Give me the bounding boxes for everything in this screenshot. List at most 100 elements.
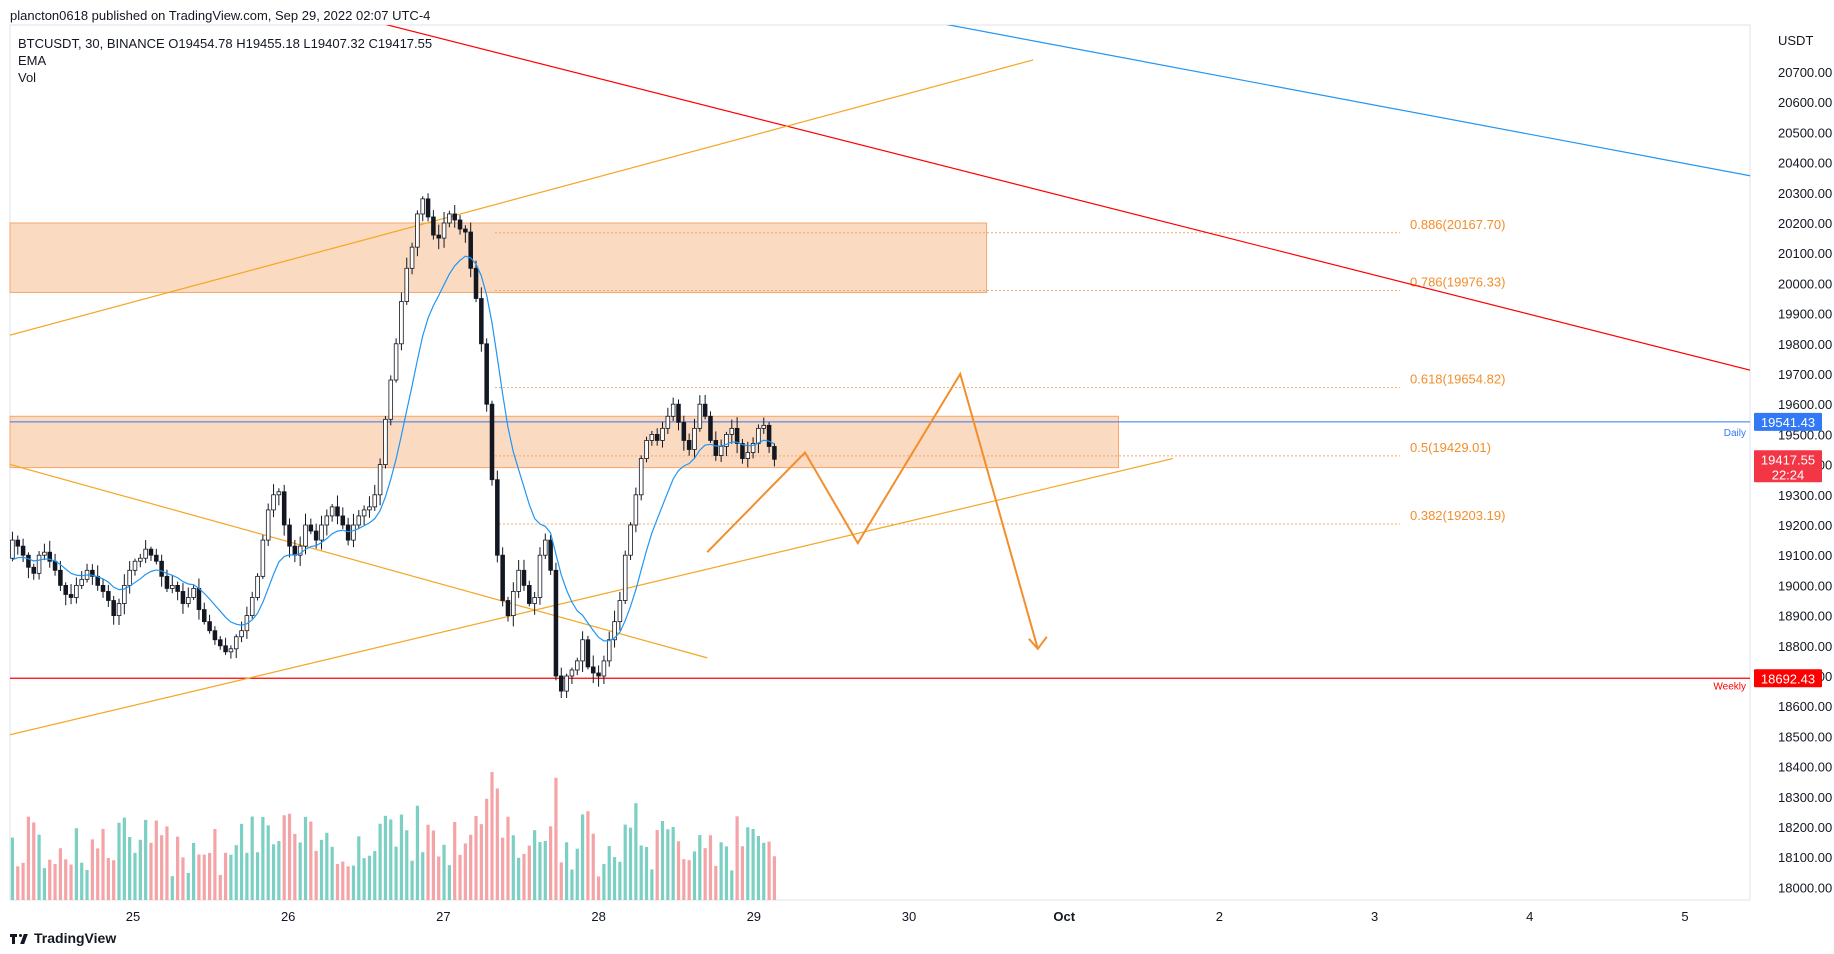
- candle[interactable]: [191, 588, 196, 598]
- candle[interactable]: [468, 231, 473, 269]
- candle[interactable]: [329, 506, 335, 517]
- candle[interactable]: [186, 597, 191, 604]
- candle[interactable]: [31, 566, 37, 574]
- projection-path[interactable]: [706, 371, 1039, 650]
- volume-indicator-label[interactable]: Vol: [18, 70, 37, 85]
- candle[interactable]: [58, 569, 63, 586]
- candle[interactable]: [154, 554, 159, 562]
- candle[interactable]: [457, 219, 463, 230]
- candle[interactable]: [63, 585, 68, 595]
- candle[interactable]: [42, 551, 47, 556]
- daily-price-tag-box[interactable]: [1754, 412, 1822, 431]
- candle[interactable]: [708, 415, 713, 441]
- candle[interactable]: [164, 575, 170, 589]
- candle[interactable]: [399, 301, 404, 345]
- candle[interactable]: [138, 557, 143, 562]
- candle[interactable]: [713, 440, 719, 456]
- candle[interactable]: [122, 585, 127, 604]
- candle[interactable]: [670, 403, 676, 417]
- ema-line[interactable]: [12, 255, 775, 642]
- candle[interactable]: [249, 597, 255, 616]
- candle[interactable]: [537, 554, 543, 598]
- candle[interactable]: [511, 591, 516, 617]
- candle[interactable]: [585, 639, 591, 668]
- last-price-tag-box[interactable]: [1754, 450, 1822, 483]
- candle[interactable]: [489, 403, 495, 481]
- candle[interactable]: [772, 446, 777, 460]
- candle[interactable]: [676, 403, 681, 423]
- candle[interactable]: [590, 666, 596, 674]
- candle[interactable]: [351, 524, 356, 541]
- candle[interactable]: [26, 554, 31, 568]
- candle[interactable]: [569, 669, 575, 677]
- candle[interactable]: [750, 443, 756, 453]
- candle[interactable]: [761, 424, 767, 429]
- candle[interactable]: [36, 554, 42, 574]
- candle[interactable]: [239, 630, 244, 638]
- candle[interactable]: [132, 560, 138, 571]
- candle[interactable]: [473, 267, 479, 299]
- candle[interactable]: [361, 509, 367, 517]
- candle[interactable]: [420, 198, 425, 215]
- candle[interactable]: [718, 446, 724, 456]
- candle[interactable]: [654, 433, 660, 441]
- candle[interactable]: [463, 228, 468, 233]
- trendline[interactable]: [335, 12, 1825, 390]
- candle[interactable]: [106, 591, 111, 601]
- candle[interactable]: [116, 603, 122, 617]
- candle[interactable]: [447, 213, 452, 224]
- candle[interactable]: [548, 539, 553, 571]
- candle[interactable]: [68, 594, 74, 598]
- candle[interactable]: [377, 464, 383, 496]
- candle[interactable]: [425, 198, 431, 218]
- candle[interactable]: [505, 600, 511, 617]
- candle[interactable]: [212, 630, 218, 641]
- candle[interactable]: [175, 585, 180, 592]
- candle[interactable]: [201, 609, 207, 623]
- candle[interactable]: [372, 494, 378, 508]
- candle[interactable]: [606, 639, 612, 662]
- candle[interactable]: [553, 569, 559, 677]
- candle[interactable]: [681, 421, 687, 441]
- candle[interactable]: [265, 509, 271, 541]
- candle[interactable]: [393, 343, 399, 381]
- candle[interactable]: [596, 672, 601, 677]
- candle[interactable]: [532, 597, 537, 604]
- candle[interactable]: [335, 506, 340, 517]
- candle[interactable]: [516, 569, 521, 592]
- candle[interactable]: [495, 479, 500, 556]
- candle[interactable]: [521, 569, 527, 586]
- ema-indicator-label[interactable]: EMA: [18, 53, 47, 68]
- candle[interactable]: [543, 539, 548, 556]
- candle[interactable]: [564, 675, 569, 692]
- trendline[interactable]: [0, 457, 1173, 743]
- candle[interactable]: [686, 440, 692, 450]
- candle[interactable]: [297, 545, 303, 556]
- candle[interactable]: [79, 578, 84, 586]
- candle[interactable]: [500, 554, 505, 601]
- candle[interactable]: [441, 222, 447, 239]
- candle[interactable]: [622, 554, 628, 601]
- candle[interactable]: [734, 427, 740, 444]
- candle[interactable]: [580, 639, 585, 662]
- candle[interactable]: [756, 427, 761, 444]
- candle[interactable]: [47, 551, 53, 562]
- candle[interactable]: [233, 636, 239, 650]
- candle[interactable]: [10, 539, 15, 559]
- candle[interactable]: [340, 515, 346, 526]
- candle[interactable]: [313, 530, 319, 541]
- candle[interactable]: [271, 494, 276, 511]
- candle[interactable]: [159, 560, 164, 577]
- candle[interactable]: [255, 575, 260, 598]
- trendline[interactable]: [878, 12, 1825, 190]
- candle[interactable]: [207, 621, 212, 632]
- candle[interactable]: [20, 545, 26, 556]
- candle[interactable]: [559, 675, 564, 692]
- candle[interactable]: [628, 524, 633, 556]
- candle[interactable]: [100, 585, 106, 592]
- candle[interactable]: [409, 246, 415, 269]
- candle[interactable]: [644, 440, 649, 459]
- candle[interactable]: [367, 506, 372, 511]
- candle[interactable]: [617, 600, 623, 623]
- candle[interactable]: [415, 213, 420, 248]
